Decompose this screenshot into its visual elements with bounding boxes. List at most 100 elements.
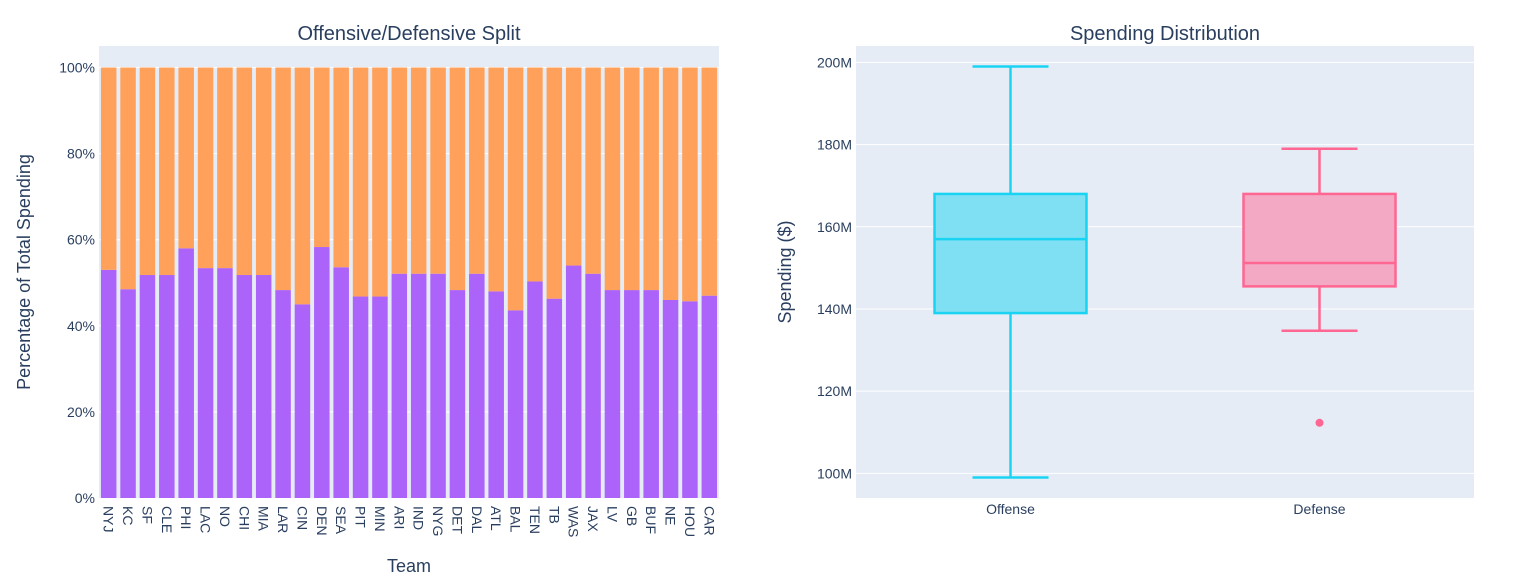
split-bar-offense [682, 301, 698, 498]
split-x-tick-label: CHI [236, 506, 252, 530]
split-bar-defense [701, 67, 718, 296]
split-bar-offense [100, 269, 117, 498]
split-bar-defense [604, 67, 621, 291]
split-x-tick-label: LV [604, 506, 620, 523]
distribution-x-tick-label: Defense [1293, 501, 1345, 517]
split-bar-defense [159, 67, 175, 276]
split-x-tick-label: NE [663, 506, 679, 525]
split-x-tick-label: ATL [488, 506, 504, 531]
split-bar-defense [410, 67, 427, 274]
split-x-tick-label: BAL [508, 506, 524, 533]
split-bar-offense [217, 268, 233, 498]
split-bar-offense [430, 273, 446, 498]
split-x-tick-label: IND [411, 506, 427, 530]
split-x-tick-label: PIT [353, 506, 369, 528]
split-x-tick-label: DET [449, 506, 465, 534]
split-x-tick-label: HOU [682, 506, 698, 537]
distribution-y-tick-label: 120M [817, 383, 852, 399]
split-x-tick-label: ARI [391, 506, 407, 529]
split-bar-offense [139, 275, 156, 498]
split-bar-defense [469, 67, 485, 274]
split-y-tick-label: 0% [75, 490, 95, 506]
split-bar-defense [565, 67, 582, 266]
split-bar-offense [352, 296, 369, 498]
split-bar-defense [217, 67, 233, 269]
split-bar-offense [372, 296, 388, 498]
split-x-tick-label: TEN [527, 506, 543, 534]
split-x-tick-label: GB [624, 506, 640, 526]
split-bar-defense [507, 67, 524, 311]
split-chart: 0% 20% 40% 60% 80% 100% NYJ KC SF CLE PHI LAC NO CHI… [14, 23, 719, 576]
split-bar-offense [178, 248, 194, 498]
split-bar-offense [643, 290, 659, 498]
distribution-chart-title: Spending Distribution [1070, 23, 1260, 45]
split-bar-defense [294, 67, 311, 305]
split-y-axis-label: Percentage of Total Spending [14, 154, 34, 390]
split-bar-defense [682, 67, 698, 302]
distribution-x-tick-label: Offense [986, 501, 1035, 517]
split-x-tick-label: KC [120, 506, 136, 525]
split-y-tick-label: 60% [67, 232, 95, 248]
split-x-tick-label: CIN [294, 506, 310, 530]
split-bar-offense [701, 295, 718, 498]
distribution-y-tick-label: 200M [817, 54, 852, 70]
split-x-tick-label: SF [139, 506, 155, 524]
split-bar-offense [391, 273, 408, 498]
split-x-tick-label: LAC [198, 506, 214, 533]
split-x-tick-label: NYG [430, 506, 446, 536]
split-bar-offense [255, 275, 272, 498]
split-bar-offense [546, 298, 563, 498]
split-bar-defense [100, 67, 117, 270]
split-x-tick-label: MIA [256, 506, 272, 532]
split-x-tick-label: CLE [159, 506, 175, 533]
split-x-tick-label: CAR [701, 506, 717, 536]
split-bar-offense [120, 289, 136, 498]
split-bar-defense [178, 67, 194, 249]
split-bar-offense [527, 281, 543, 498]
split-bar-defense [527, 67, 543, 282]
split-bar-defense [120, 67, 136, 290]
distribution-y-axis-label: Spending ($) [775, 220, 795, 323]
split-bar-offense [662, 299, 679, 498]
interquartile-box [933, 192, 1088, 315]
distribution-boxes [933, 65, 1397, 479]
distribution-y-tick-label: 100M [817, 465, 852, 481]
split-bar-offense [565, 265, 582, 498]
distribution-y-tick-label: 160M [817, 219, 852, 235]
split-bar-defense [643, 67, 659, 291]
split-bar-offense [236, 275, 253, 498]
split-y-tick-label: 80% [67, 146, 95, 162]
split-x-tick-label: DAL [469, 506, 485, 533]
split-bar-offense [314, 247, 330, 498]
split-bar-defense [585, 67, 601, 274]
split-x-tick-label: TB [546, 506, 562, 524]
split-bar-defense [236, 67, 253, 276]
split-chart-title: Offensive/Defensive Split [297, 23, 521, 45]
split-bar-defense [352, 67, 369, 297]
box-defense [1242, 147, 1397, 427]
split-x-axis-label: Team [387, 556, 431, 576]
split-x-tick-label: BUF [643, 506, 659, 534]
split-x-tick-label: NYJ [101, 506, 117, 532]
split-x-tick-label: LAR [275, 506, 291, 533]
split-bar-offense [488, 291, 504, 498]
split-bar-defense [333, 67, 349, 268]
split-bar-defense [624, 67, 640, 291]
split-bar-offense [624, 290, 640, 498]
split-bar-defense [662, 67, 679, 300]
split-bar-offense [449, 290, 466, 498]
split-y-tick-label: 40% [67, 318, 95, 334]
split-bar-defense [391, 67, 408, 274]
split-x-tick-label: PHI [178, 506, 194, 529]
distribution-y-tick-label: 180M [817, 137, 852, 153]
split-bar-defense [314, 67, 330, 248]
split-x-tick-label: SEA [333, 506, 349, 535]
split-bar-defense [449, 67, 466, 291]
distribution-y-tick-label: 140M [817, 301, 852, 317]
split-bars [100, 67, 718, 498]
split-x-tick-label: DEN [314, 506, 330, 536]
split-bar-offense [604, 290, 621, 498]
split-x-tick-label: WAS [566, 506, 582, 537]
split-x-ticks: NYJ KC SF CLE PHI LAC NO CHI MIA LAR CIN DEN SEA PIT M… [101, 506, 718, 537]
